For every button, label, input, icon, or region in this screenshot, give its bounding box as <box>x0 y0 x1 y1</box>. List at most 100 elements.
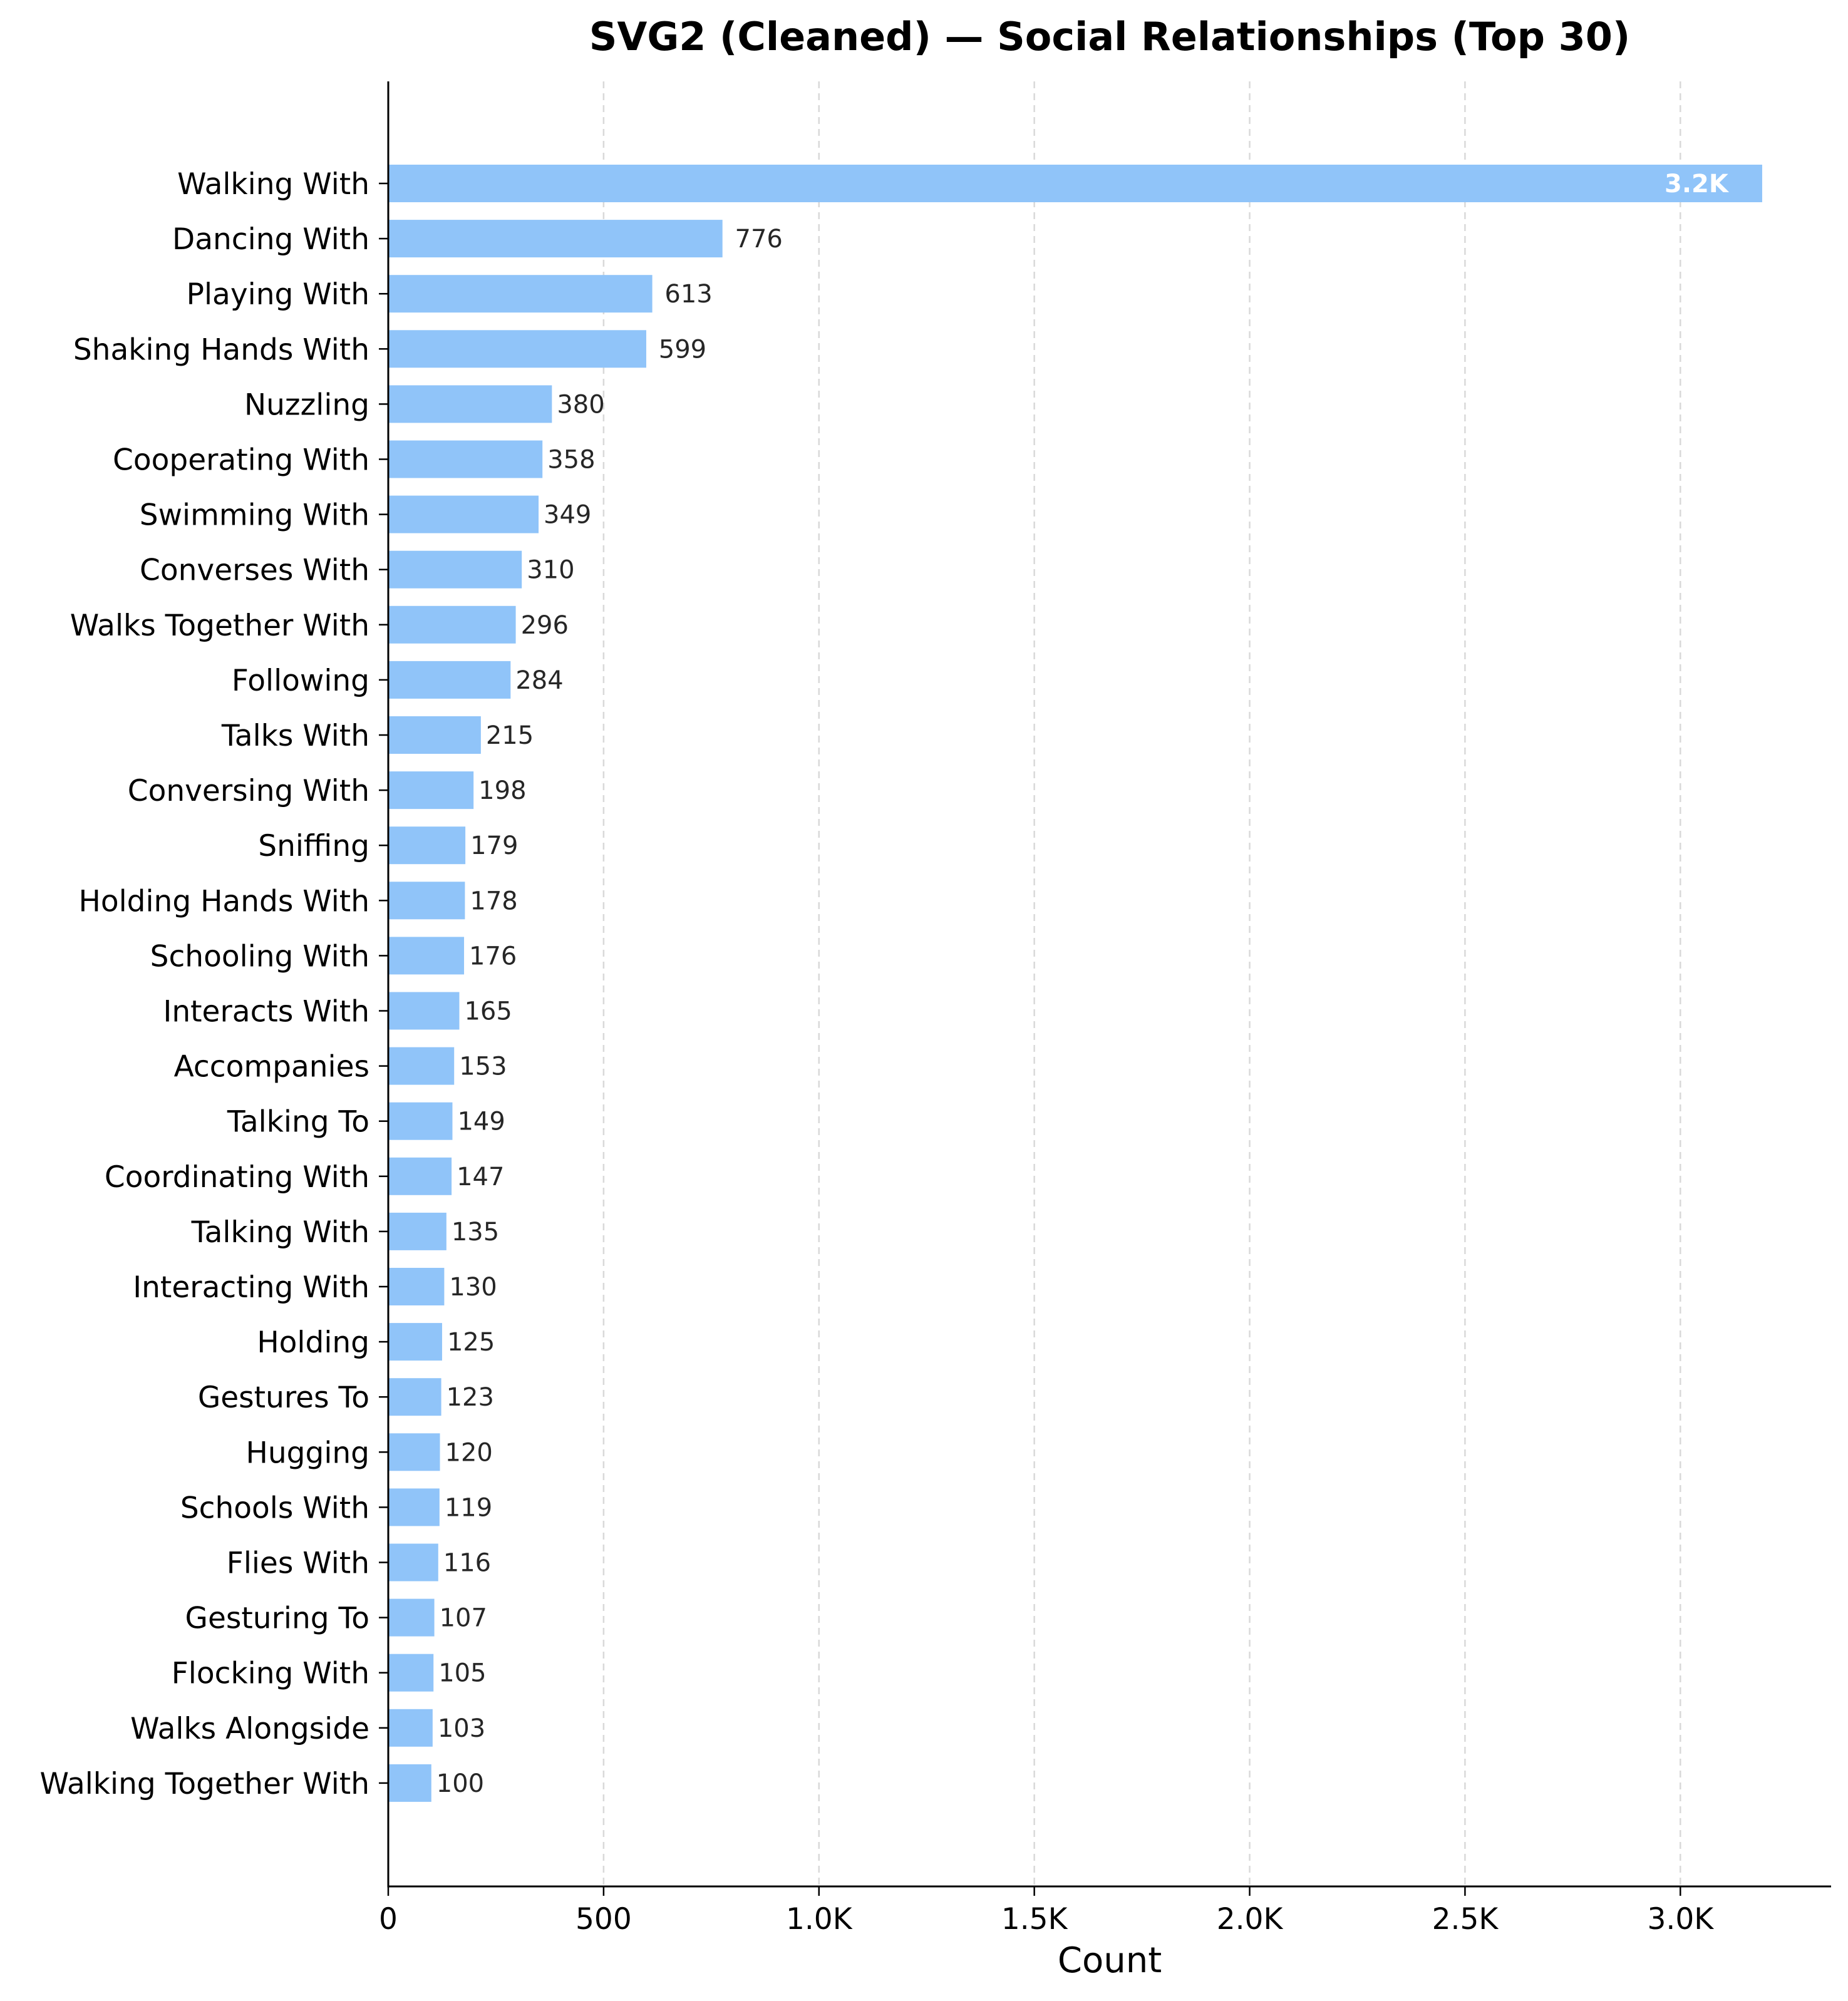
bar <box>388 495 539 533</box>
value-label: 120 <box>445 1438 493 1467</box>
label-layer: 0 500 1.0K 1.5K 2.0K 2.5K 3.0K Walking With 3.2K… <box>39 167 1729 1937</box>
category-label: Cooperating With <box>113 443 369 478</box>
category-label: Swimming With <box>140 498 369 533</box>
value-label: 123 <box>447 1383 494 1412</box>
value-label: 284 <box>515 666 563 695</box>
bar <box>388 330 646 368</box>
category-label: Interacts With <box>163 995 369 1029</box>
axis-layer <box>387 81 1831 1888</box>
bar <box>388 937 465 975</box>
value-label: 119 <box>445 1493 492 1522</box>
category-label: Gesturing To <box>185 1602 369 1636</box>
x-tick-label: 2.0K <box>1217 1902 1284 1937</box>
bar <box>388 1654 434 1692</box>
value-label: 296 <box>521 611 569 640</box>
category-label: Talking With <box>191 1215 369 1250</box>
bar <box>388 1764 431 1802</box>
bar <box>388 1433 440 1471</box>
category-label: Gestures To <box>198 1381 369 1415</box>
bar <box>388 440 543 478</box>
bar <box>388 1488 440 1526</box>
bar <box>388 1212 447 1250</box>
value-label: 103 <box>438 1714 485 1743</box>
bar <box>388 661 511 699</box>
category-label: Schooling With <box>150 939 369 974</box>
x-tick-label: 2.5K <box>1432 1902 1499 1937</box>
category-label: Flies With <box>227 1546 369 1581</box>
value-label: 147 <box>457 1163 504 1191</box>
grid-layer <box>602 81 1681 1886</box>
value-label: 179 <box>470 831 518 860</box>
x-axis-label: Count <box>1058 1940 1162 1981</box>
value-label: 176 <box>469 942 517 970</box>
category-label: Walks Alongside <box>130 1712 369 1746</box>
x-tick-label: 1.5K <box>1001 1902 1068 1937</box>
bar <box>388 165 1762 202</box>
category-label: Walking Together With <box>39 1767 369 1801</box>
bar <box>388 826 466 865</box>
bar <box>388 1598 435 1637</box>
bar <box>388 220 723 258</box>
value-label: 358 <box>547 446 595 475</box>
value-label: 100 <box>436 1769 484 1798</box>
bar <box>388 1047 455 1085</box>
bar <box>388 275 653 313</box>
value-label: 215 <box>486 721 534 750</box>
category-label: Talks With <box>221 719 369 753</box>
bar-layer <box>388 165 1762 1802</box>
bar <box>388 1378 441 1416</box>
value-label: 3.2K <box>1665 170 1730 198</box>
category-label: Schools With <box>180 1491 369 1525</box>
category-label: Conversing With <box>128 774 369 808</box>
bar <box>388 550 522 589</box>
category-label: Sniffing <box>258 829 369 863</box>
bar <box>388 771 474 810</box>
bar <box>388 1543 438 1582</box>
category-label: Dancing With <box>172 222 369 257</box>
x-tick-label: 500 <box>576 1902 632 1937</box>
category-label: Walking With <box>177 167 369 202</box>
value-label: 107 <box>440 1604 487 1633</box>
x-tick-label: 0 <box>379 1902 398 1937</box>
bar <box>388 385 552 423</box>
category-label: Accompanies <box>174 1050 369 1084</box>
x-tick-label: 3.0K <box>1647 1902 1714 1937</box>
value-label: 613 <box>664 280 712 309</box>
value-label: 130 <box>449 1273 497 1302</box>
bar <box>388 716 481 754</box>
value-label: 198 <box>478 776 526 805</box>
value-label: 105 <box>438 1659 486 1688</box>
category-label: Nuzzling <box>244 388 369 422</box>
bar <box>388 992 460 1030</box>
value-label: 116 <box>443 1549 491 1578</box>
bar <box>388 1709 433 1747</box>
x-tick-label: 1.0K <box>786 1902 853 1937</box>
value-label: 178 <box>470 887 517 915</box>
value-label: 349 <box>544 501 591 530</box>
category-label: Playing With <box>187 277 369 312</box>
category-label: Converses With <box>140 553 369 588</box>
value-label: 125 <box>447 1328 495 1357</box>
category-label: Shaking Hands With <box>73 332 369 367</box>
value-label: 149 <box>457 1108 505 1136</box>
value-label: 153 <box>459 1052 507 1081</box>
value-label: 599 <box>659 335 706 364</box>
category-label: Following <box>232 664 369 698</box>
category-label: Flocking With <box>172 1657 369 1691</box>
value-label: 310 <box>527 556 574 585</box>
category-label: Holding <box>257 1325 369 1360</box>
category-label: Holding Hands With <box>78 884 369 918</box>
category-label: Hugging <box>246 1436 369 1470</box>
chart-title: SVG2 (Cleaned) — Social Relationships (T… <box>589 14 1630 59</box>
value-label: 135 <box>452 1218 499 1247</box>
category-label: Interacting With <box>133 1270 369 1305</box>
bar <box>388 1268 445 1305</box>
category-label: Talking To <box>227 1105 369 1139</box>
bar <box>388 1323 442 1361</box>
bar <box>388 1102 453 1140</box>
bar <box>388 605 516 644</box>
bar <box>388 882 465 920</box>
value-label: 776 <box>735 225 783 254</box>
